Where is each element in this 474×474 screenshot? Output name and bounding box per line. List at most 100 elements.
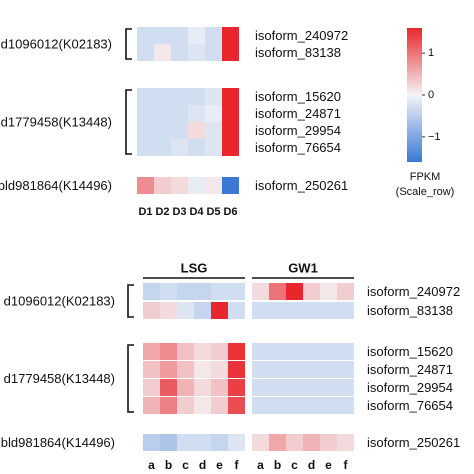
bottom-cell-r2-c4 [211,343,228,360]
bottom-cell-r4-c11 [337,379,354,396]
bottom-col-label-9: d [308,458,315,472]
bottom-cell-r4-c3 [194,379,211,396]
bottom-col-label-4: e [216,458,223,472]
bottom-cell-r1-c6 [252,302,269,319]
bottom-cell-r0-c4 [211,283,228,300]
bottom-col-label-3: d [199,458,206,472]
top-cell-r5-c3 [188,139,205,156]
top-cell-r6-c1 [154,177,171,194]
bottom-cell-r2-c3 [194,343,211,360]
bottom-cell-r2-c6 [252,343,269,360]
bottom-row-label-3: isoform_24871 [367,362,453,377]
top-heatmap-panel: isoform_240972 isoform_83138 d1096012(K021… [0,27,348,218]
bottom-gene-label-0: d1096012(K02183) [4,294,115,309]
legend-color-bar [407,28,422,162]
legend-title-line2: (Scale_row) [396,186,455,198]
bottom-cell-r1-c2 [177,302,194,319]
bottom-cell-r2-c9 [303,343,320,360]
top-row-label-5: isoform_76654 [255,140,341,155]
bottom-cell-r2-c7 [269,343,286,360]
bottom-cell-r0-c8 [286,283,303,300]
top-cell-r3-c2 [171,105,188,122]
bottom-cell-r2-c5 [228,343,245,360]
bottom-cell-r6-c10 [320,434,337,451]
bottom-cell-r0-c6 [252,283,269,300]
bottom-cell-r6-c5 [228,434,245,451]
top-col-label-0: D1 [138,206,152,218]
bottom-cell-r3-c10 [320,361,337,378]
top-row-label-6: isoform_250261 [255,178,348,193]
top-cell-r2-c2 [171,88,188,105]
bottom-cell-r6-c6 [252,434,269,451]
top-cell-r0-c1 [154,27,171,44]
bottom-cell-r4-c4 [211,379,228,396]
bottom-col-label-1: b [165,458,172,472]
bottom-cell-r1-c4 [211,302,228,319]
top-cell-r6-c2 [171,177,188,194]
bottom-cell-r6-c3 [194,434,211,451]
top-col-label-4: D5 [206,206,220,218]
bottom-cell-r6-c0 [143,434,160,451]
bottom-cell-r2-c11 [337,343,354,360]
top-cell-r6-c5 [222,177,239,194]
top-col-label-1: D2 [155,206,169,218]
bottom-cell-r3-c1 [160,361,177,378]
bottom-cell-r1-c5 [228,302,245,319]
bottom-bracket-0 [127,284,134,318]
legend-tick-label-1: 0 [428,89,434,101]
bottom-row-label-6: isoform_250261 [367,435,460,450]
bottom-cell-r2-c8 [286,343,303,360]
bottom-cell-r3-c2 [177,361,194,378]
top-cell-r3-c5 [222,105,239,122]
bottom-cell-r5-c4 [211,397,228,414]
top-cell-r3-c4 [205,105,222,122]
top-col-label-2: D3 [172,206,186,218]
top-row-label-0: isoform_240972 [255,28,348,43]
top-cell-r5-c0 [137,139,154,156]
bottom-cell-r2-c1 [160,343,177,360]
bottom-cell-r4-c6 [252,379,269,396]
top-cell-r0-c5 [222,27,239,44]
bottom-cell-r2-c2 [177,343,194,360]
bottom-cell-r0-c5 [228,283,245,300]
bottom-col-label-10: e [325,458,332,472]
bottom-col-label-11: f [344,458,349,472]
top-cell-r0-c4 [205,27,222,44]
top-cell-r4-c2 [171,122,188,139]
top-cell-r2-c5 [222,88,239,105]
bottom-col-label-0: a [148,458,155,472]
bottom-cell-r4-c1 [160,379,177,396]
bottom-heatmap-panel: isoform_240972 isoform_83138 d1096012(K021… [1,261,460,473]
bottom-col-label-5: f [235,458,240,472]
top-bracket-0 [125,28,132,60]
bottom-cell-r3-c6 [252,361,269,378]
top-cell-r0-c0 [137,27,154,44]
bottom-row-label-1: isoform_83138 [367,303,453,318]
bottom-cell-r5-c6 [252,397,269,414]
bottom-bracket-1 [127,344,134,413]
top-cell-r5-c4 [205,139,222,156]
top-cell-r2-c3 [188,88,205,105]
top-cell-r1-c2 [171,44,188,61]
top-gene-label-2: bld981864(K14496) [0,178,112,193]
bottom-cell-r0-c3 [194,283,211,300]
bottom-group-label-1: GW1 [288,261,318,276]
top-row-label-1: isoform_83138 [255,45,341,60]
top-gene-label-1: d1779458(K13448) [1,115,112,130]
bottom-cell-r5-c9 [303,397,320,414]
top-cell-r6-c3 [188,177,205,194]
top-cell-r5-c5 [222,139,239,156]
bottom-cell-r3-c0 [143,361,160,378]
top-cell-r1-c0 [137,44,154,61]
bottom-cell-r1-c9 [303,302,320,319]
top-row-label-2: isoform_15620 [255,89,341,104]
top-cell-r1-c5 [222,44,239,61]
bottom-cell-r0-c9 [303,283,320,300]
bottom-cell-r4-c10 [320,379,337,396]
top-cell-r4-c5 [222,122,239,139]
top-row-label-3: isoform_24871 [255,106,341,121]
bottom-cell-r4-c2 [177,379,194,396]
bottom-cell-r1-c1 [160,302,177,319]
top-cell-r4-c0 [137,122,154,139]
top-cell-r2-c4 [205,88,222,105]
